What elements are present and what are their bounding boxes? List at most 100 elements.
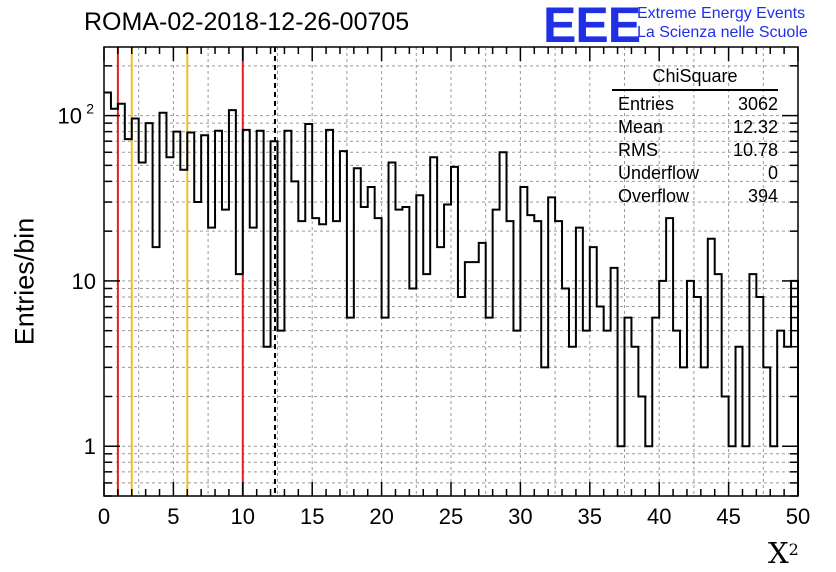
histogram-bin [541, 367, 548, 496]
x-tick-label: 15 [300, 504, 324, 529]
histogram-bin [340, 151, 347, 496]
stats-row-value: 12.32 [732, 117, 778, 137]
histogram-bin [527, 215, 534, 496]
logo-line-2: La Scienza nelle Scuole [637, 24, 808, 41]
histogram-bin [500, 152, 507, 496]
histogram-bin [569, 347, 576, 496]
histogram-bin [673, 331, 680, 496]
histogram-bin [319, 224, 326, 496]
histogram-bin [513, 331, 520, 496]
histogram-bin [444, 204, 451, 496]
stats-row-value: 10.78 [732, 140, 778, 160]
histogram-bin [722, 396, 729, 496]
histogram-bin [618, 446, 625, 496]
eee-logo: EEE [543, 0, 641, 53]
histogram-bin [271, 141, 278, 496]
histogram-bin [770, 446, 777, 496]
histogram-bin [777, 331, 784, 496]
histogram-bin [180, 170, 187, 496]
histogram-bin [423, 274, 430, 496]
histogram-bin [652, 318, 659, 496]
stats-row-label: RMS [618, 140, 658, 160]
histogram-bin [187, 133, 194, 496]
histogram-bin [680, 367, 687, 496]
histogram-bin [493, 210, 500, 496]
histogram-bin [278, 331, 285, 496]
histogram-bin [208, 228, 215, 496]
x-tick-label: 25 [439, 504, 463, 529]
stats-row: Overflow 394 [612, 185, 778, 208]
histogram-bin [291, 181, 298, 496]
histogram-bin [756, 297, 763, 496]
histogram-bin [361, 207, 368, 496]
histogram-bin [132, 119, 139, 496]
stats-row: Mean 12.32 [612, 116, 778, 139]
stats-row-label: Overflow [618, 186, 690, 206]
chart-title: ROMA-02-2018-12-26-00705 [84, 8, 410, 36]
histogram-bin [472, 262, 479, 496]
stats-row-label: Underflow [618, 163, 700, 183]
histogram-bin [160, 113, 167, 496]
histogram-bin [402, 207, 409, 496]
x-tick-label: 0 [98, 504, 110, 529]
x-axis-label: X2 [768, 536, 799, 570]
histogram-bin [604, 331, 611, 496]
histogram-bin [111, 109, 118, 496]
histogram-bin [631, 347, 638, 496]
y-tick-label: 10 [72, 269, 96, 294]
y-tick-label: 1 [84, 434, 96, 459]
histogram-layer [104, 91, 799, 496]
histogram-bin [590, 247, 597, 496]
stats-rows: Entries 3062 Mean 12.32 RMS 10.78 Underflow 0 Ov… [612, 93, 778, 208]
histogram-bin [687, 281, 694, 496]
stats-row-label: Mean [618, 117, 664, 137]
histogram-bin [666, 218, 673, 496]
histogram-bin [257, 131, 264, 496]
stats-row-value: 3062 [737, 94, 778, 114]
histogram-bin [548, 197, 555, 496]
histogram-bin [486, 318, 493, 496]
x-tick-label: 5 [167, 504, 179, 529]
stats-row: Underflow 0 [612, 162, 778, 185]
x-axis-label-superscript: 2 [788, 540, 799, 559]
histogram-bin [139, 163, 146, 496]
histogram-bin [555, 221, 562, 496]
histogram-bin [708, 239, 715, 496]
x-tick-label: 45 [716, 504, 740, 529]
histogram-bin [638, 396, 645, 496]
histogram-bin [611, 268, 618, 496]
stats-row-value: 394 [747, 186, 778, 206]
histogram-bin [298, 221, 305, 496]
histogram-bin [382, 318, 389, 496]
histogram-bin [215, 131, 222, 496]
histogram-bin [659, 281, 666, 496]
x-tick-label: 30 [508, 504, 532, 529]
histogram-bin [118, 104, 125, 496]
histogram-bin [264, 347, 271, 496]
histogram-bin [166, 157, 173, 496]
histogram-bin [576, 228, 583, 496]
histogram-bin [305, 124, 312, 496]
x-tick-label: 10 [231, 504, 255, 529]
histogram-bin [763, 367, 770, 496]
histogram-bin [625, 318, 632, 496]
stats-row-value: 0 [767, 163, 778, 183]
histogram-bin [520, 187, 527, 496]
x-tick-label: 50 [786, 504, 810, 529]
histogram-bin [465, 262, 472, 496]
histogram-bin [701, 367, 708, 496]
histogram-bin [583, 331, 590, 496]
histogram-bin [395, 210, 402, 496]
histogram-bin [451, 167, 458, 496]
histogram-bin [236, 274, 243, 496]
histogram-bin [479, 243, 486, 496]
histogram-bin [222, 210, 229, 496]
histogram-bin [389, 163, 396, 496]
stats-title: ChiSquare [612, 66, 778, 91]
histogram-bin [194, 202, 201, 496]
stats-row: Entries 3062 [612, 93, 778, 116]
histogram-bin [229, 110, 236, 496]
histogram-bin [562, 288, 569, 496]
x-tick-label: 35 [578, 504, 602, 529]
